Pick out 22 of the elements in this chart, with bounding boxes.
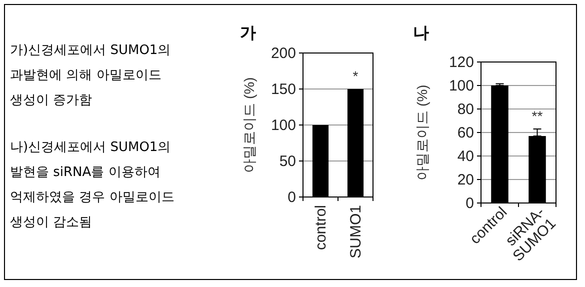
y-tick-label: 20 xyxy=(457,172,474,188)
y-tick-label: 0 xyxy=(288,189,296,206)
y-tick-label: 40 xyxy=(457,148,474,165)
annotation: ** xyxy=(532,108,544,124)
x-tick-label: SUMO1 xyxy=(348,205,364,258)
y-tick-label: 80 xyxy=(457,101,474,118)
y-tick-label: 100 xyxy=(270,117,296,134)
y-tick-label: 0 xyxy=(466,195,474,212)
annotation: * xyxy=(352,68,359,84)
x-tick-label: control xyxy=(312,205,330,250)
chart-title: 가 xyxy=(240,25,256,42)
chart-title: 나 xyxy=(413,25,429,42)
text: 가)신경세포에서 SUMO1의 과발현에 의해 아밀로이드 생성이 증가함 xyxy=(10,42,172,110)
y-tick-label: 150 xyxy=(270,81,296,98)
y-tick-label: 60 xyxy=(457,124,474,142)
y-tick-label: 100 xyxy=(448,78,474,94)
y-tick-label: 50 xyxy=(279,153,296,170)
text: 나)신경세포에서 SUMO1의 발현을 siRNA를 이용하여 억제하였을 경우 아밀로이드 생성이 감소됨 xyxy=(10,139,176,232)
y-axis-title: 아밀로이드 (%) xyxy=(414,84,430,180)
y-axis-title: 아밀로이드 (%) xyxy=(241,77,257,173)
y-tick-label: 200 xyxy=(270,45,296,62)
y-tick-label: 120 xyxy=(448,54,474,71)
